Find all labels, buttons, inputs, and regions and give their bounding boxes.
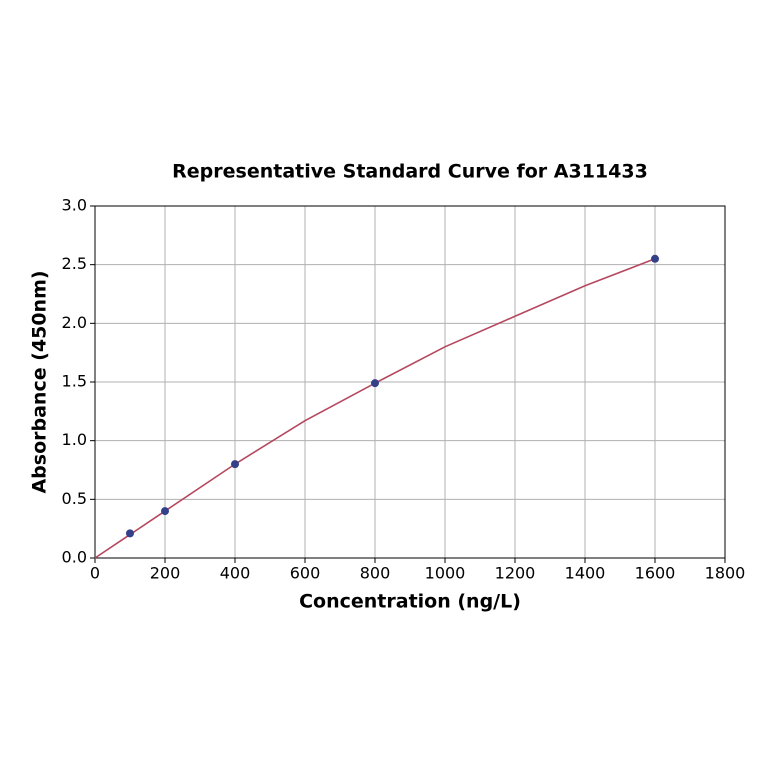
y-tick-label: 0.0 [62,548,87,567]
x-tick-label: 800 [360,564,391,583]
plot-frame [94,205,726,559]
x-axis-label: Concentration (ng/L) [299,591,521,613]
x-tick-label: 400 [220,564,251,583]
x-tick-label: 0 [90,564,100,583]
data-point [126,529,134,538]
x-tick-label: 1000 [425,564,466,583]
x-tick-label: 1400 [565,564,606,583]
data-point [371,379,379,388]
y-tick-label: 1.5 [62,372,87,391]
y-tick-label: 3.0 [62,196,87,215]
x-tick-label: 1200 [495,564,536,583]
x-tick-label: 1600 [635,564,676,583]
chart-title: Representative Standard Curve for A31143… [172,161,648,183]
y-tick-label: 2.0 [62,313,87,332]
y-tick-label: 1.0 [62,430,87,449]
data-point [651,254,659,263]
y-axis-label: Absorbance (450nm) [29,270,51,493]
x-tick-label: 200 [150,564,181,583]
y-tick-label: 0.5 [62,489,87,508]
x-tick-label: 1800 [705,564,746,583]
data-point [231,460,239,469]
x-tick-label: 600 [290,564,321,583]
y-tick-label: 2.5 [62,254,87,273]
data-point [161,507,169,516]
